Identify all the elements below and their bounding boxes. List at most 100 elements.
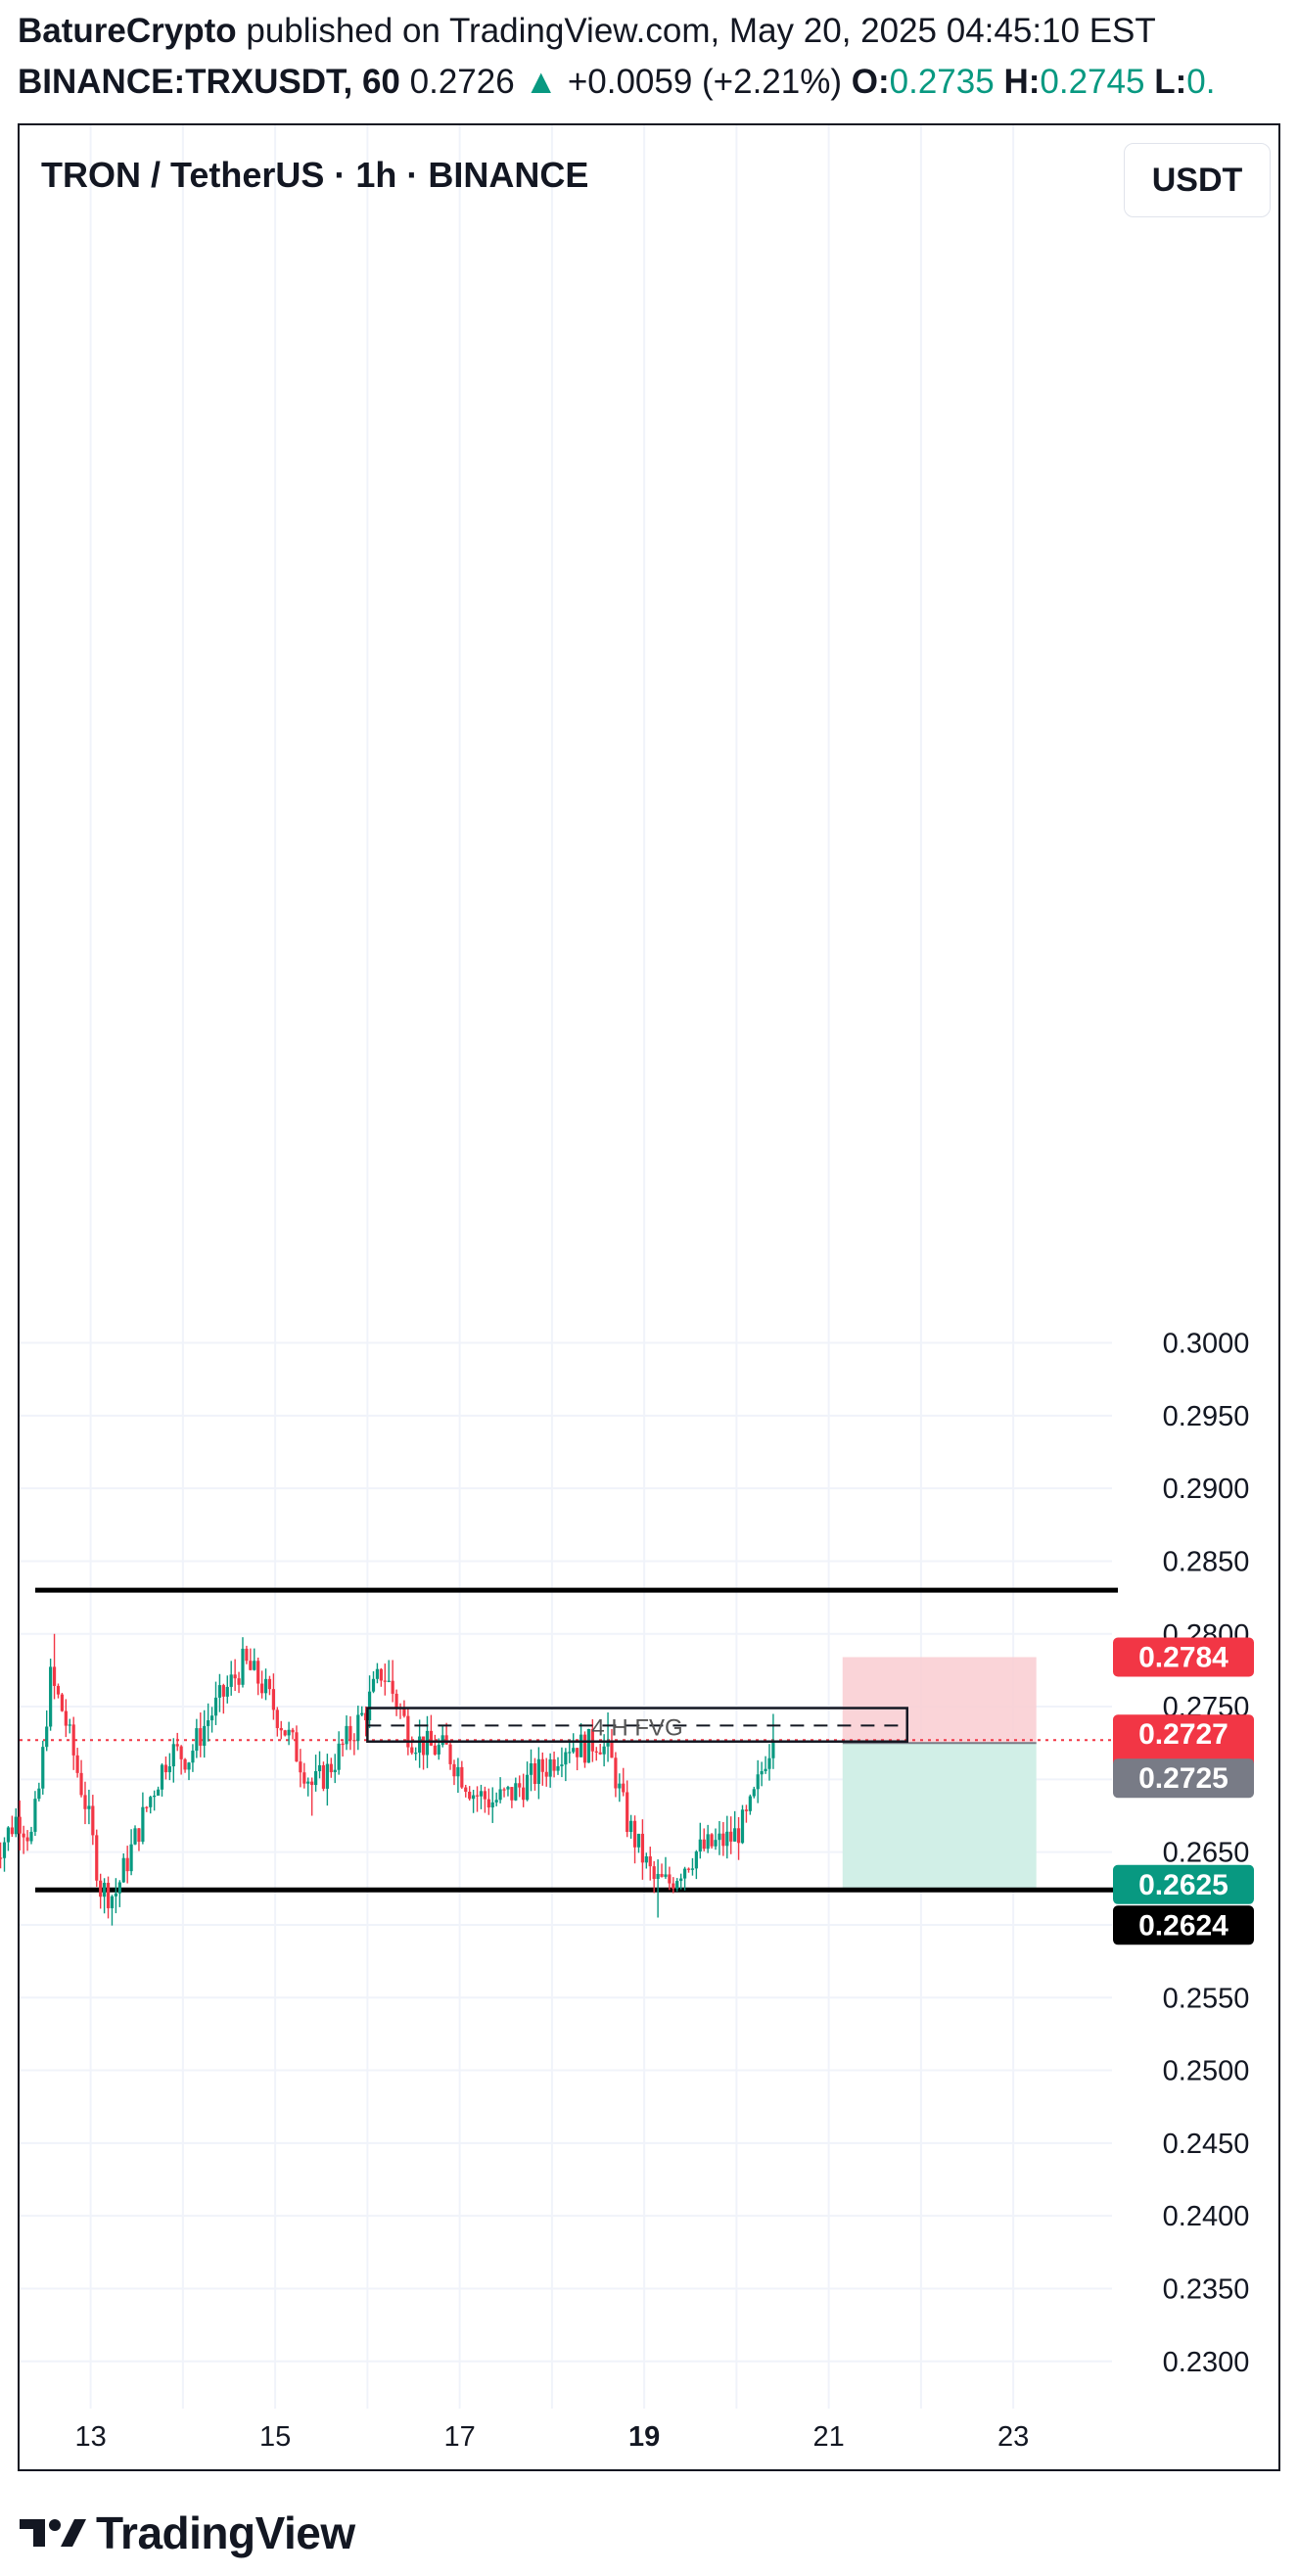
candle-body [6,1827,11,1843]
candle-body [22,1833,25,1838]
candle-body [25,1837,29,1842]
candle [225,1675,229,1704]
candle-body [710,1834,714,1847]
candle-body [209,1715,214,1721]
candle [133,1825,137,1846]
candle-body [548,1758,552,1777]
candle-body [556,1765,560,1771]
x-tick-label: 21 [812,2421,844,2453]
price-label-text: 0.2727 [1138,1718,1228,1751]
candle-body [598,1752,602,1755]
candle-body [498,1789,502,1801]
candle [117,1880,121,1907]
candle-body [506,1787,510,1790]
y-tick-label: 0.3000 [1163,1329,1250,1360]
candle-body [602,1746,606,1755]
candle-body [629,1820,633,1833]
candle-body [329,1763,333,1773]
candle [129,1829,133,1876]
candle-body [75,1755,79,1773]
candle-body [429,1730,434,1746]
candle [167,1753,171,1781]
candle [686,1867,691,1873]
fvg-label: 4 H FVG [591,1714,682,1741]
candle [387,1660,391,1683]
candle-body [714,1840,718,1847]
candle [183,1757,187,1773]
candle [525,1761,530,1802]
candle-body [302,1772,306,1784]
candle-body [37,1788,41,1800]
y-tick-label: 0.2950 [1163,1401,1250,1432]
candle-body [291,1729,295,1733]
candle-body [371,1678,376,1692]
candle-body [49,1666,53,1727]
candle [702,1828,706,1851]
candle-body [502,1789,506,1791]
candle [656,1859,660,1918]
candle-body [356,1714,360,1741]
candle-body [295,1732,299,1762]
grid-layer [20,125,1112,2409]
candle [106,1876,111,1919]
candle [682,1866,687,1891]
symbol-info: BINANCE:TRXUSDT, 60 0.2726 ▲ +0.0059 (+2… [18,63,1215,102]
candle-body [686,1868,691,1870]
candle-body [156,1789,161,1796]
candle [160,1762,164,1797]
candle [283,1729,287,1737]
candle-body [425,1730,430,1756]
candle [640,1819,644,1880]
candle-body [576,1748,579,1757]
candle [256,1657,260,1696]
candle [52,1633,57,1700]
candle-body [698,1839,702,1852]
candle-body [744,1809,749,1811]
candle [249,1648,253,1671]
candle [494,1792,498,1806]
candle [514,1777,518,1802]
candle-body [494,1800,498,1803]
candle [171,1738,175,1783]
candle-body [525,1774,530,1801]
candle-body [590,1728,594,1752]
candle [548,1753,552,1788]
candle [329,1757,333,1778]
candle [406,1707,410,1756]
candle-body [487,1799,490,1808]
candle [725,1815,729,1859]
candle-body [375,1668,380,1679]
candle-body [760,1770,764,1775]
candle-body [203,1725,207,1747]
x-tick-label: 13 [74,2421,106,2453]
currency-button[interactable]: USDT [1124,143,1271,217]
candle-body [626,1792,629,1833]
position-zones [842,1657,1037,1889]
x-tick-label: 19 [628,2421,660,2453]
candle [195,1718,199,1758]
candle [468,1786,472,1802]
candle [37,1782,41,1802]
candle-body [33,1799,37,1832]
candle-body [610,1741,614,1758]
candle [125,1846,129,1884]
candle [149,1796,153,1814]
candle [721,1821,725,1856]
x-tick-label: 15 [259,2421,291,2453]
price-label-box [1113,1637,1254,1677]
candle-body [632,1820,637,1848]
author-name[interactable]: BatureCrypto [18,12,237,50]
candle [533,1757,537,1791]
y-tick-label: 0.2450 [1163,2129,1250,2160]
candle [83,1781,87,1825]
tradingview-logo[interactable]: TradingView [18,2506,355,2559]
candle [179,1745,183,1775]
tradingview-logo-icon [20,2519,86,2547]
candle [237,1671,241,1694]
candle [229,1661,233,1696]
candle-body [41,1747,45,1789]
candle [576,1747,579,1771]
candle-body [383,1680,387,1682]
candle [337,1731,341,1775]
